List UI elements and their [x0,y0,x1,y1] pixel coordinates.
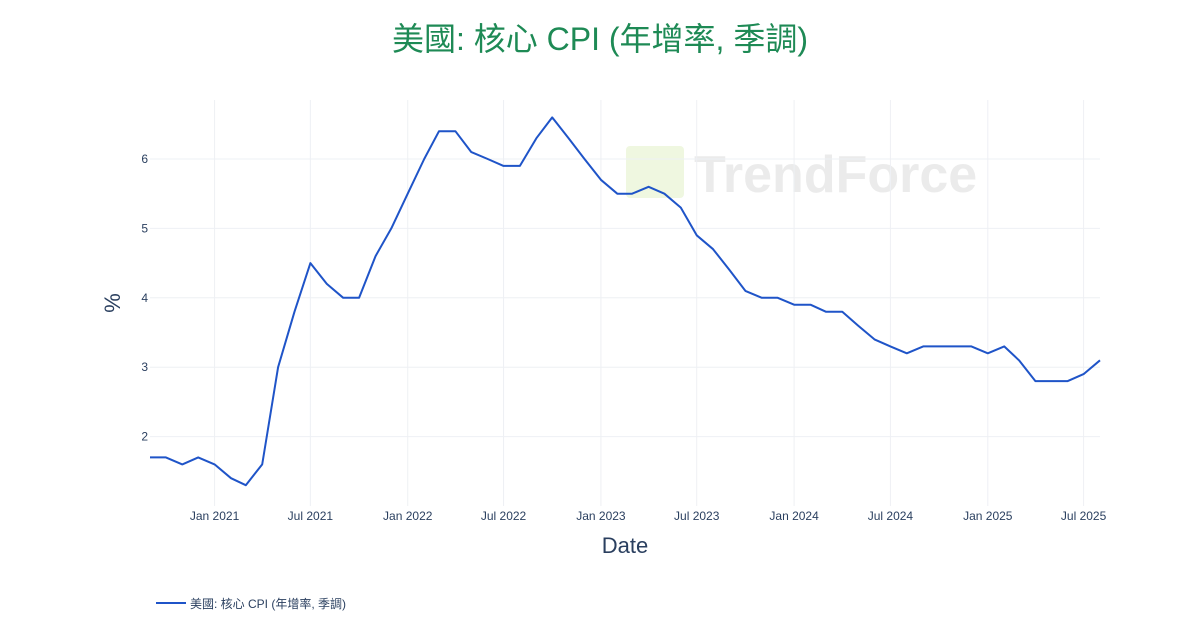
x-axis-title: Date [602,533,648,558]
y-axis-title: % [100,293,125,313]
y-tick-label: 4 [141,291,148,305]
y-axis-ticks: 2 3 4 5 6 [141,152,148,444]
trendforce-watermark: TrendForce [626,146,977,204]
chart-title: 美國: 核心 CPI (年增率, 季調) [392,21,808,57]
y-tick-label: 3 [141,360,148,374]
x-tick-label: Jul 2021 [288,509,334,523]
series-group [150,116,1101,487]
x-tick-label: Jan 2021 [190,509,240,523]
y-tick-label: 5 [141,221,148,235]
watermark-text: TrendForce [694,146,977,204]
x-tick-label: Jul 2023 [674,509,720,523]
x-tick-label: Jan 2025 [963,509,1013,523]
x-tick-label: Jul 2022 [481,509,527,523]
x-tick-label: Jan 2022 [383,509,433,523]
legend[interactable]: 美國: 核心 CPI (年增率, 季調) [156,596,346,611]
y-gridlines [150,158,1100,438]
x-tick-label: Jan 2024 [769,509,819,523]
x-gridlines [214,100,1085,506]
y-tick-label: 6 [141,152,148,166]
y-tick-label: 2 [141,430,148,444]
series-line[interactable] [150,116,1101,487]
x-tick-label: Jul 2025 [1061,509,1107,523]
legend-label: 美國: 核心 CPI (年增率, 季調) [190,596,346,611]
x-tick-label: Jul 2024 [868,509,914,523]
x-axis-ticks: Jan 2021 Jul 2021 Jan 2022 Jul 2022 Jan 2023… [190,509,1107,523]
x-tick-label: Jan 2023 [576,509,626,523]
